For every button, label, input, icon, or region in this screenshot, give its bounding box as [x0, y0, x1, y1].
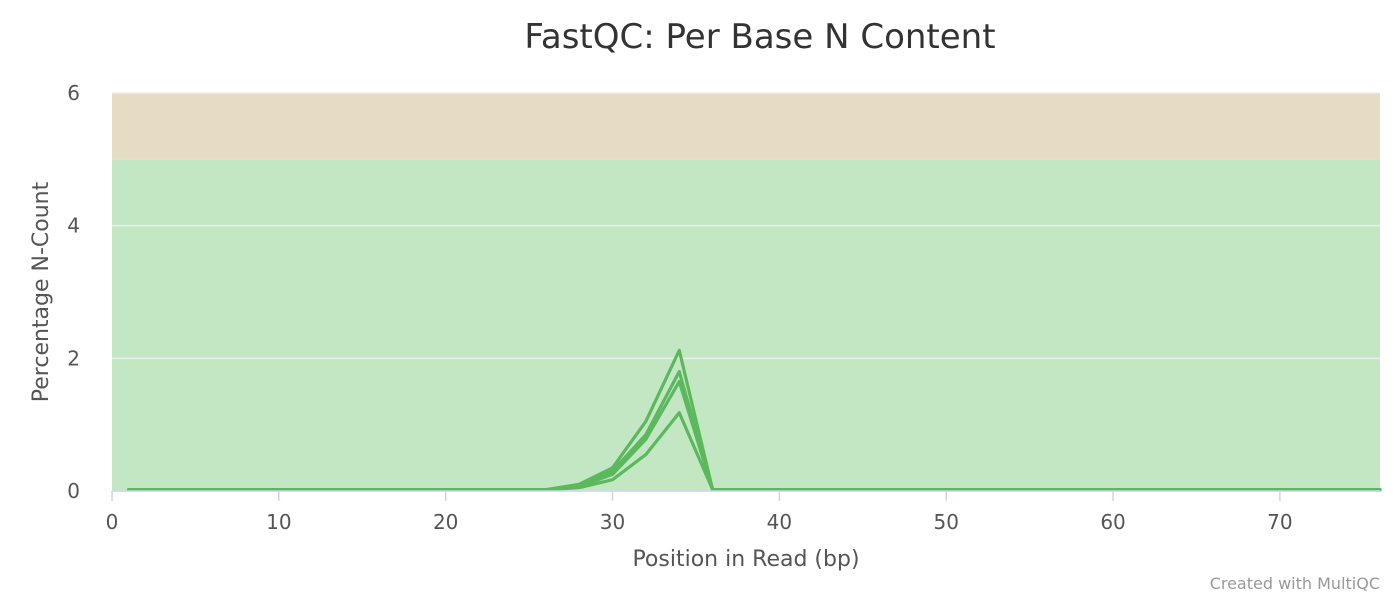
plot-band-2	[112, 93, 1380, 160]
x-axis-ticks: 0 10 20 30 40 50 60 70	[106, 491, 1293, 534]
y-axis-label: Percentage N-Count	[29, 181, 54, 402]
y-axis-ticks: 0 2 4 6	[67, 81, 80, 503]
x-tick-label: 30	[600, 510, 625, 534]
y-tick-label: 0	[67, 479, 80, 503]
x-tick-label: 20	[433, 510, 458, 534]
plot-band-1	[112, 159, 1380, 492]
y-tick-label: 4	[67, 214, 80, 238]
x-axis-label: Position in Read (bp)	[632, 547, 859, 572]
series-lines	[127, 348, 1382, 492]
chart-title: FastQC: Per Base N Content	[524, 17, 995, 57]
series-line-4[interactable]	[127, 411, 1382, 492]
x-tick-label: 60	[1100, 510, 1125, 534]
credit-text: Created with MultiQC	[1210, 574, 1380, 593]
plot-bands	[112, 93, 1380, 492]
x-tick-label: 40	[767, 510, 792, 534]
x-tick-label: 10	[266, 510, 291, 534]
x-tick-label: 50	[933, 510, 958, 534]
y-tick-label: 6	[67, 81, 80, 105]
x-tick-label: 70	[1267, 510, 1292, 534]
x-tick-label: 0	[106, 510, 119, 534]
y-tick-label: 2	[67, 346, 80, 370]
